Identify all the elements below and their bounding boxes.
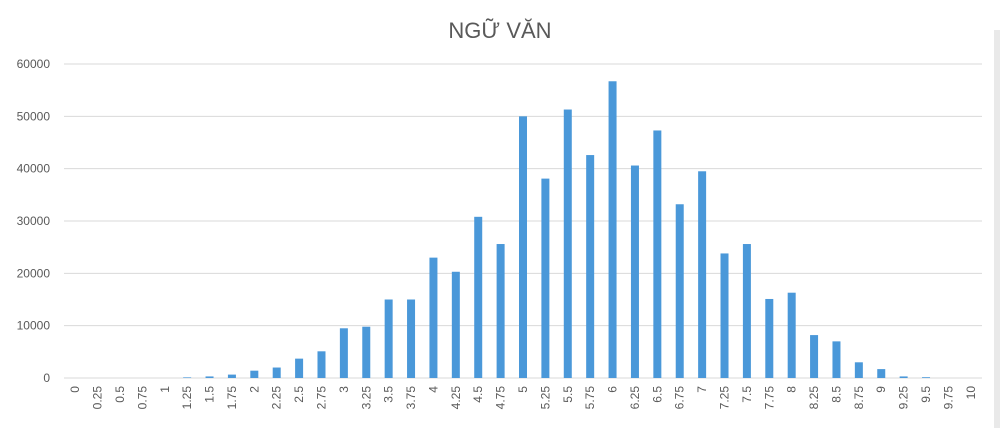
- bar: [429, 257, 438, 378]
- x-tick-label: 0.25: [91, 386, 105, 410]
- x-tick-label: 3.75: [404, 386, 418, 410]
- x-tick-label: 6.75: [673, 386, 687, 410]
- x-tick-label: 3.25: [359, 386, 373, 410]
- x-tick-label: 1: [158, 386, 172, 393]
- bar: [922, 377, 931, 378]
- x-axis-ticks: 0 0.25 0.5 0.75 1 1.25 1.5 1.75 2 2.25 2.5 2.75 3 3.2…: [68, 386, 978, 410]
- bar: [451, 271, 460, 378]
- bar: [250, 370, 259, 378]
- x-tick-label: 5.5: [561, 386, 575, 403]
- x-tick-label: 2: [247, 386, 261, 393]
- bars: [183, 81, 931, 379]
- y-tick-label: 10000: [17, 319, 51, 333]
- x-tick-label: 5.75: [583, 386, 597, 410]
- y-tick-label: 60000: [17, 57, 51, 71]
- bar: [877, 369, 886, 378]
- x-tick-label: 5.25: [538, 386, 552, 410]
- x-tick-label: 10: [964, 386, 978, 400]
- bar: [183, 377, 192, 378]
- bar: [720, 253, 729, 378]
- x-tick-label: 3.5: [382, 386, 396, 403]
- x-tick-label: 7.25: [718, 386, 732, 410]
- bar: [742, 244, 751, 378]
- bar: [810, 335, 819, 378]
- x-tick-label: 1.25: [180, 386, 194, 410]
- bar: [384, 299, 393, 378]
- bar: [407, 299, 416, 378]
- bar: [698, 171, 707, 378]
- chart-title: NGỮ VĂN: [448, 18, 551, 43]
- bar: [541, 178, 550, 378]
- x-tick-label: 1.5: [203, 386, 217, 403]
- bar: [586, 155, 595, 378]
- x-tick-label: 7.75: [762, 386, 776, 410]
- y-tick-label: 20000: [17, 266, 51, 280]
- x-tick-label: 8.5: [829, 386, 843, 403]
- bar: [272, 367, 281, 378]
- x-tick-label: 4: [426, 386, 440, 393]
- y-tick-label: 50000: [17, 109, 51, 123]
- bar: [295, 358, 304, 378]
- x-tick-label: 7.5: [740, 386, 754, 403]
- bar: [563, 109, 572, 378]
- x-tick-label: 8.25: [807, 386, 821, 410]
- bar: [339, 328, 348, 378]
- x-tick-label: 6.25: [628, 386, 642, 410]
- bar: [205, 376, 214, 378]
- y-tick-label: 0: [43, 371, 50, 385]
- window-edge: [994, 30, 1000, 428]
- bar: [832, 341, 841, 378]
- x-tick-label: 6.5: [650, 386, 664, 403]
- bar: [474, 216, 483, 378]
- bar: [787, 292, 796, 378]
- x-tick-label: 9.75: [941, 386, 955, 410]
- bar: [675, 204, 684, 378]
- x-tick-label: 4.25: [449, 386, 463, 410]
- y-tick-label: 40000: [17, 162, 51, 176]
- x-tick-label: 2.75: [314, 386, 328, 410]
- y-tick-label: 30000: [17, 214, 51, 228]
- bar: [362, 326, 371, 378]
- bar: [630, 165, 639, 378]
- x-tick-label: 5: [516, 386, 530, 393]
- bar: [519, 116, 527, 378]
- x-tick-label: 0.75: [135, 386, 149, 410]
- bar: [496, 244, 505, 378]
- bar: [899, 376, 908, 378]
- bar: [854, 362, 863, 378]
- x-tick-label: 9.5: [919, 386, 933, 403]
- bar: [227, 374, 236, 378]
- bar: [608, 81, 617, 379]
- x-tick-label: 6: [606, 386, 620, 393]
- x-tick-label: 1.75: [225, 386, 239, 410]
- bar: [765, 298, 774, 378]
- x-tick-label: 7: [695, 386, 709, 393]
- x-tick-label: 9: [874, 386, 888, 393]
- x-tick-label: 4.75: [494, 386, 508, 410]
- x-tick-label: 9.25: [897, 386, 911, 410]
- x-tick-label: 3: [337, 386, 351, 393]
- y-axis-ticks: 0 10000 20000 30000 40000 50000 60000: [17, 57, 51, 385]
- x-tick-label: 2.25: [270, 386, 284, 410]
- x-tick-label: 2.5: [292, 386, 306, 403]
- bar: [653, 130, 662, 378]
- x-tick-label: 8.75: [852, 386, 866, 410]
- x-tick-label: 0: [68, 386, 82, 393]
- x-tick-label: 0.5: [113, 386, 127, 403]
- bar: [317, 351, 326, 378]
- x-tick-label: 4.5: [471, 386, 485, 403]
- x-tick-label: 8: [785, 386, 799, 393]
